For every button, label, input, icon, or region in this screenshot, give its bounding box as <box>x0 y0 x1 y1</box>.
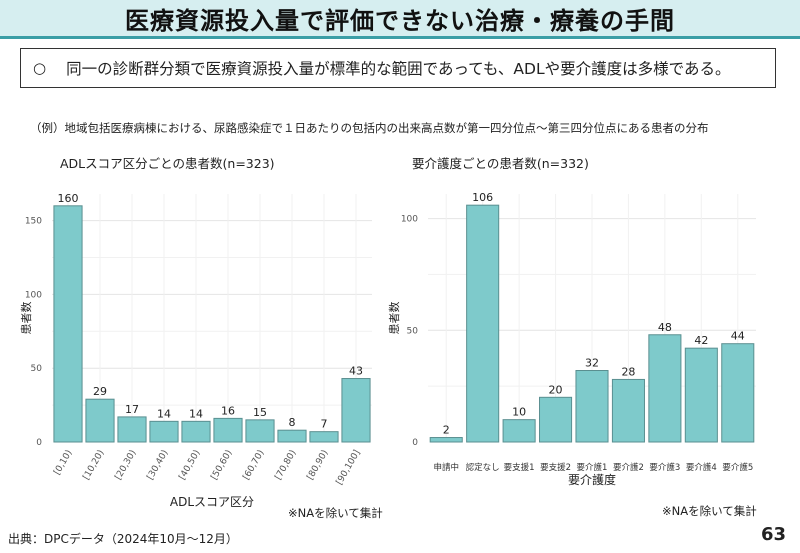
x-tick-label: 要支援2 <box>540 462 571 473</box>
data-label: 14 <box>157 407 171 420</box>
data-label: 106 <box>472 191 493 204</box>
bar <box>502 419 536 443</box>
data-label: 17 <box>125 403 139 416</box>
y-tick-label: 0 <box>412 438 418 448</box>
data-label: 8 <box>289 416 296 429</box>
note-adl: ※NAを除いて集計 <box>288 506 383 520</box>
example-description: （例）地域包括医療病棟における、尿路感染症で１日あたりの包括内の出来高点数が第一… <box>30 121 709 135</box>
bar <box>721 343 755 443</box>
bar <box>277 429 307 443</box>
x-tick-label: [80,90) <box>306 449 331 482</box>
y-axis-label: 患者数 <box>388 302 401 335</box>
y-tick-label: 50 <box>407 326 419 336</box>
bar <box>85 398 115 443</box>
y-tick-label: 100 <box>25 290 42 300</box>
data-label: 15 <box>253 406 267 419</box>
y-tick-label: 0 <box>36 438 42 448</box>
x-tick-label: [10,20) <box>82 449 107 482</box>
x-tick-label: 要介護3 <box>649 462 680 473</box>
x-tick-label: [60,70) <box>242 449 267 482</box>
bar <box>149 420 179 443</box>
title-bar: 医療資源投入量で評価できない治療・療養の手間 <box>0 0 800 39</box>
bar <box>245 419 275 443</box>
bar <box>53 205 83 443</box>
bar <box>429 437 463 443</box>
bar <box>611 378 645 443</box>
chart-title-care: 要介護度ごとの患者数(n=332) <box>412 156 589 171</box>
x-tick-label: 要介護4 <box>686 462 717 473</box>
bullet-icon: ○ <box>33 59 47 77</box>
bar <box>213 417 243 443</box>
x-tick-label: [90,100] <box>335 449 363 487</box>
bar <box>575 370 609 443</box>
data-label: 29 <box>93 385 107 398</box>
y-tick-label: 100 <box>401 215 418 225</box>
bar <box>341 378 371 443</box>
page-number: 63 <box>760 524 786 545</box>
data-label: 43 <box>349 365 363 378</box>
y-tick-label: 150 <box>25 217 42 227</box>
x-tick-label: 要介護5 <box>722 462 753 473</box>
y-tick-label: 50 <box>31 364 43 374</box>
x-tick-label: [30,40) <box>146 449 171 482</box>
data-label: 7 <box>321 418 328 431</box>
data-label: 44 <box>731 330 745 343</box>
data-label: 32 <box>585 357 599 370</box>
page-title: 医療資源投入量で評価できない治療・療養の手間 <box>125 6 675 35</box>
data-label: 28 <box>621 365 635 378</box>
x-tick-label: 要支援1 <box>504 462 535 473</box>
data-label: 2 <box>443 424 450 437</box>
data-label: 42 <box>694 334 708 347</box>
data-label: 14 <box>189 407 203 420</box>
data-label: 48 <box>658 321 672 334</box>
bar <box>309 431 339 443</box>
x-tick-label: [40,50) <box>178 449 203 482</box>
x-axis-label: 要介護度 <box>568 472 616 487</box>
x-tick-label: [0,10) <box>52 449 74 477</box>
bar <box>117 416 147 443</box>
source-text: 出典：DPCデータ（2024年10月～12月） <box>8 532 238 546</box>
x-tick-label: 認定なし <box>466 462 500 473</box>
chart-title-adl: ADLスコア区分ごとの患者数(n=323) <box>60 156 275 171</box>
x-tick-label: 要介護1 <box>577 462 608 473</box>
x-tick-label: [70,80) <box>274 449 299 482</box>
x-tick-label: [50,60) <box>210 449 235 482</box>
x-axis-label: ADLスコア区分 <box>170 495 254 509</box>
x-tick-label: 申請中 <box>433 462 459 473</box>
bar <box>684 347 718 443</box>
data-label: 16 <box>221 404 235 417</box>
bar <box>466 204 500 443</box>
x-tick-label: 要介護2 <box>613 462 644 473</box>
data-label: 20 <box>549 383 563 396</box>
bar <box>181 420 211 443</box>
bar <box>648 334 682 443</box>
bar <box>539 396 573 443</box>
data-label: 160 <box>58 192 79 205</box>
data-label: 10 <box>512 406 526 419</box>
summary-text: 同一の診断群分類で医療資源投入量が標準的な範囲であっても、ADLや要介護度は多様… <box>66 60 731 78</box>
note-care: ※NAを除いて集計 <box>662 504 757 518</box>
y-axis-label: 患者数 <box>20 302 33 335</box>
summary-box: ○ 同一の診断群分類で医療資源投入量が標準的な範囲であっても、ADLや要介護度は… <box>20 48 776 88</box>
x-tick-label: [20,30) <box>114 449 139 482</box>
